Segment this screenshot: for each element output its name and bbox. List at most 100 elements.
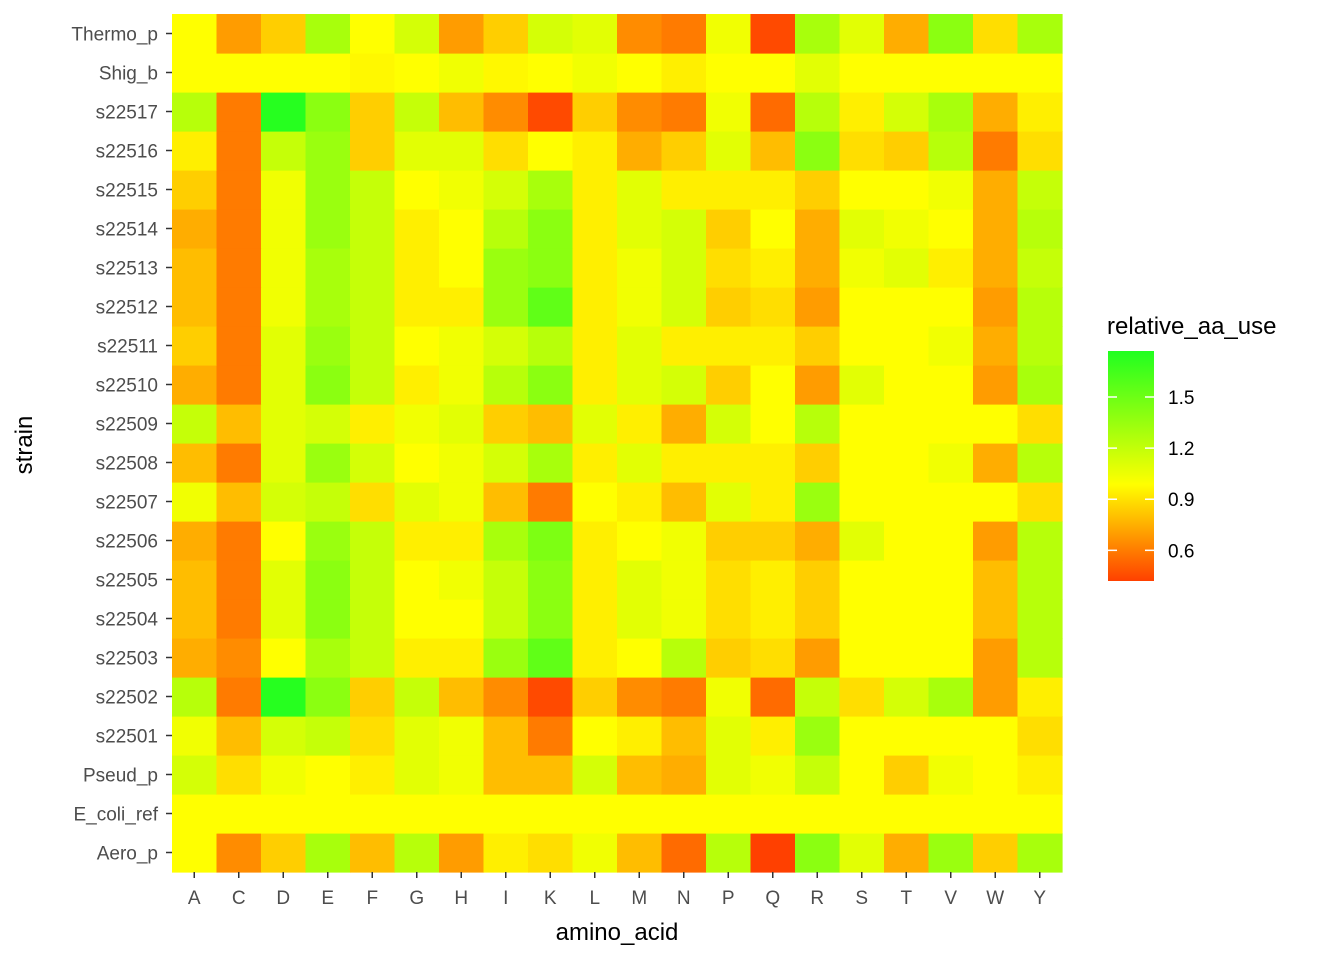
heatmap-cell-s22506-V bbox=[928, 521, 974, 561]
heatmap-cell-s22508-M bbox=[617, 443, 663, 483]
heatmap-cell-s22501-P bbox=[706, 716, 752, 756]
heatmap-cell-s22502-K bbox=[528, 677, 574, 717]
heatmap-cell-s22504-L bbox=[572, 599, 618, 639]
heatmap-cell-s22516-K bbox=[528, 131, 574, 171]
heatmap-cell-Thermo_p-K bbox=[528, 14, 574, 54]
heatmap-cell-E_coli_ref-Q bbox=[750, 794, 796, 834]
heatmap-cell-s22516-W bbox=[973, 131, 1019, 171]
heatmap-cell-s22510-G bbox=[394, 365, 440, 405]
heatmap-cell-s22504-A bbox=[172, 599, 218, 639]
heatmap-cell-s22505-Q bbox=[750, 560, 796, 600]
heatmap-cell-s22502-Q bbox=[750, 677, 796, 717]
heatmap-cell-s22509-N bbox=[661, 404, 707, 444]
legend-tick-label: 1.2 bbox=[1168, 439, 1194, 460]
heatmap-cell-Pseud_p-G bbox=[394, 755, 440, 795]
heatmap-cell-s22510-Y bbox=[1017, 365, 1063, 405]
heatmap-cell-Aero_p-G bbox=[394, 833, 440, 873]
heatmap-cell-s22502-F bbox=[350, 677, 396, 717]
heatmap-cell-s22516-F bbox=[350, 131, 396, 171]
heatmap-cell-E_coli_ref-L bbox=[572, 794, 618, 834]
heatmap-cell-s22514-Q bbox=[750, 209, 796, 249]
heatmap-cell-s22503-C bbox=[216, 638, 262, 678]
heatmap-cell-s22512-S bbox=[839, 287, 885, 327]
heatmap-cell-s22508-A bbox=[172, 443, 218, 483]
heatmap-cell-s22502-N bbox=[661, 677, 707, 717]
heatmap-cell-Pseud_p-H bbox=[439, 755, 485, 795]
heatmap-cell-s22512-R bbox=[795, 287, 841, 327]
heatmap-cell-s22516-Q bbox=[750, 131, 796, 171]
heatmap-cell-Aero_p-A bbox=[172, 833, 218, 873]
heatmap-cell-s22508-R bbox=[795, 443, 841, 483]
x-tick-label: I bbox=[503, 888, 508, 909]
heatmap-cell-Pseud_p-A bbox=[172, 755, 218, 795]
heatmap-cell-Shig_b-I bbox=[483, 53, 529, 93]
heatmap-cell-s22517-W bbox=[973, 92, 1019, 132]
y-tick-label: s22506 bbox=[96, 532, 158, 553]
heatmap-cell-E_coli_ref-V bbox=[928, 794, 974, 834]
heatmap-cell-s22505-S bbox=[839, 560, 885, 600]
heatmap-cell-Pseud_p-K bbox=[528, 755, 574, 795]
heatmap-cell-Pseud_p-D bbox=[261, 755, 307, 795]
heatmap-cell-s22513-A bbox=[172, 248, 218, 288]
heatmap-cell-s22517-F bbox=[350, 92, 396, 132]
heatmap-cell-Thermo_p-E bbox=[305, 14, 351, 54]
heatmap-cell-s22507-L bbox=[572, 482, 618, 522]
heatmap-cell-Thermo_p-Y bbox=[1017, 14, 1063, 54]
y-tick-label: E_coli_ref bbox=[74, 805, 159, 826]
heatmap-cell-s22507-A bbox=[172, 482, 218, 522]
heatmap-cell-s22517-H bbox=[439, 92, 485, 132]
heatmap-cell-s22509-V bbox=[928, 404, 974, 444]
heatmap-cell-Thermo_p-R bbox=[795, 14, 841, 54]
heatmap-cell-s22515-C bbox=[216, 170, 262, 210]
heatmap-cell-s22504-D bbox=[261, 599, 307, 639]
y-axis: Aero_p E_coli_ref Pseud_p s22501 s22502 s2250… bbox=[71, 25, 172, 865]
heatmap-cell-s22502-G bbox=[394, 677, 440, 717]
heatmap-cell-E_coli_ref-E bbox=[305, 794, 351, 834]
heatmap-cell-s22506-E bbox=[305, 521, 351, 561]
heatmap-cell-s22515-E bbox=[305, 170, 351, 210]
x-tick-label: W bbox=[986, 888, 1004, 909]
heatmap-cell-s22506-C bbox=[216, 521, 262, 561]
y-tick-label: s22513 bbox=[96, 259, 158, 280]
heatmap-cell-Thermo_p-Q bbox=[750, 14, 796, 54]
x-axis-title: amino_acid bbox=[556, 919, 679, 946]
y-tick-label: s22515 bbox=[96, 181, 158, 202]
heatmap-cell-s22513-D bbox=[261, 248, 307, 288]
heatmap-cell-s22505-A bbox=[172, 560, 218, 600]
heatmap-cell-s22512-L bbox=[572, 287, 618, 327]
heatmap-cell-s22512-F bbox=[350, 287, 396, 327]
heatmap-cell-s22514-K bbox=[528, 209, 574, 249]
heatmap-cell-s22510-N bbox=[661, 365, 707, 405]
heatmap-cell-s22503-G bbox=[394, 638, 440, 678]
heatmap-cell-s22502-D bbox=[261, 677, 307, 717]
x-tick-label: Y bbox=[1033, 888, 1046, 909]
heatmap-cell-s22515-R bbox=[795, 170, 841, 210]
heatmap-cell-s22504-M bbox=[617, 599, 663, 639]
heatmap-cell-s22510-D bbox=[261, 365, 307, 405]
heatmap-cell-s22503-N bbox=[661, 638, 707, 678]
heatmap-cell-s22502-S bbox=[839, 677, 885, 717]
heatmap-cell-s22517-V bbox=[928, 92, 974, 132]
heatmap-cell-s22508-S bbox=[839, 443, 885, 483]
heatmap-cell-s22503-H bbox=[439, 638, 485, 678]
heatmap-cell-s22514-V bbox=[928, 209, 974, 249]
y-axis-title: strain bbox=[11, 416, 38, 475]
heatmap-cell-s22512-M bbox=[617, 287, 663, 327]
x-tick-label: R bbox=[810, 888, 824, 909]
heatmap-cell-s22508-C bbox=[216, 443, 262, 483]
heatmap-cell-s22503-T bbox=[884, 638, 930, 678]
heatmap-cell-s22506-S bbox=[839, 521, 885, 561]
heatmap-cell-s22516-A bbox=[172, 131, 218, 171]
heatmap-cell-s22514-M bbox=[617, 209, 663, 249]
heatmap-cell-Pseud_p-L bbox=[572, 755, 618, 795]
heatmap-cell-Aero_p-M bbox=[617, 833, 663, 873]
heatmap-cell-s22503-M bbox=[617, 638, 663, 678]
heatmap-cell-s22505-G bbox=[394, 560, 440, 600]
heatmap-cell-s22501-A bbox=[172, 716, 218, 756]
heatmap-cell-s22508-P bbox=[706, 443, 752, 483]
heatmap-cell-s22502-M bbox=[617, 677, 663, 717]
heatmap-cell-s22508-D bbox=[261, 443, 307, 483]
x-tick-label: S bbox=[855, 888, 868, 909]
heatmap-cell-s22510-C bbox=[216, 365, 262, 405]
